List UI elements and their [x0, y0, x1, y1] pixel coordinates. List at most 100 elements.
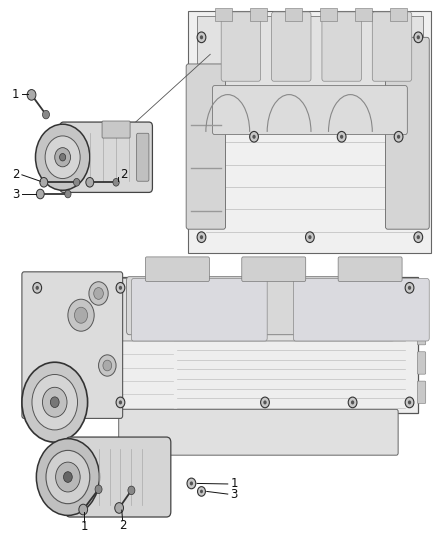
- Circle shape: [32, 375, 78, 430]
- Circle shape: [351, 400, 354, 405]
- FancyBboxPatch shape: [338, 257, 402, 281]
- Circle shape: [348, 397, 357, 408]
- Circle shape: [197, 232, 206, 243]
- Bar: [355, 8, 372, 21]
- Text: 2: 2: [120, 168, 127, 181]
- Circle shape: [35, 400, 39, 405]
- FancyBboxPatch shape: [197, 15, 423, 88]
- Circle shape: [46, 450, 90, 504]
- Circle shape: [119, 286, 122, 290]
- FancyBboxPatch shape: [137, 133, 149, 181]
- FancyBboxPatch shape: [272, 12, 311, 81]
- Circle shape: [190, 481, 193, 486]
- Circle shape: [36, 189, 44, 199]
- Circle shape: [417, 235, 420, 239]
- FancyBboxPatch shape: [221, 12, 261, 81]
- Text: 2: 2: [119, 519, 127, 532]
- Circle shape: [94, 288, 103, 300]
- Circle shape: [197, 32, 206, 43]
- Circle shape: [55, 148, 71, 167]
- Circle shape: [95, 485, 102, 494]
- FancyBboxPatch shape: [118, 279, 394, 341]
- Circle shape: [340, 135, 343, 139]
- Text: 3: 3: [231, 488, 238, 500]
- Circle shape: [45, 136, 80, 179]
- Circle shape: [305, 232, 314, 243]
- Circle shape: [64, 472, 72, 482]
- Circle shape: [50, 397, 59, 408]
- Circle shape: [405, 282, 414, 293]
- Circle shape: [113, 179, 119, 186]
- FancyBboxPatch shape: [417, 381, 426, 403]
- Bar: [215, 8, 232, 21]
- FancyBboxPatch shape: [66, 437, 171, 517]
- Circle shape: [22, 362, 88, 442]
- Circle shape: [27, 90, 36, 100]
- Bar: [390, 8, 407, 21]
- Circle shape: [263, 400, 267, 405]
- Circle shape: [40, 177, 48, 187]
- FancyBboxPatch shape: [22, 272, 123, 418]
- Circle shape: [252, 135, 256, 139]
- Circle shape: [187, 478, 196, 489]
- FancyBboxPatch shape: [322, 12, 361, 81]
- Circle shape: [116, 397, 125, 408]
- FancyBboxPatch shape: [24, 277, 418, 413]
- Circle shape: [200, 35, 203, 39]
- Circle shape: [74, 179, 80, 186]
- FancyBboxPatch shape: [417, 293, 426, 316]
- Circle shape: [408, 400, 411, 405]
- FancyBboxPatch shape: [212, 86, 407, 134]
- Circle shape: [33, 397, 42, 408]
- FancyBboxPatch shape: [417, 322, 426, 345]
- FancyBboxPatch shape: [417, 352, 426, 374]
- Circle shape: [115, 503, 124, 513]
- Circle shape: [42, 110, 49, 119]
- Circle shape: [394, 132, 403, 142]
- Circle shape: [198, 487, 205, 496]
- Circle shape: [397, 135, 400, 139]
- Text: 1: 1: [230, 478, 238, 490]
- Text: 1: 1: [12, 88, 20, 101]
- Circle shape: [65, 190, 71, 198]
- Text: 3: 3: [12, 188, 19, 200]
- FancyBboxPatch shape: [242, 257, 306, 281]
- FancyBboxPatch shape: [131, 279, 267, 341]
- Bar: [320, 8, 337, 21]
- Bar: [250, 8, 267, 21]
- Circle shape: [308, 235, 311, 239]
- Circle shape: [60, 154, 66, 161]
- Circle shape: [86, 177, 94, 187]
- Circle shape: [128, 486, 135, 495]
- FancyBboxPatch shape: [385, 37, 429, 229]
- Circle shape: [79, 504, 88, 515]
- Circle shape: [200, 235, 203, 239]
- Circle shape: [414, 32, 423, 43]
- FancyBboxPatch shape: [145, 257, 209, 281]
- Text: 1: 1: [80, 520, 88, 533]
- Circle shape: [200, 490, 203, 493]
- Circle shape: [33, 282, 42, 293]
- Circle shape: [74, 307, 88, 323]
- FancyBboxPatch shape: [60, 122, 152, 192]
- FancyBboxPatch shape: [102, 121, 130, 138]
- Circle shape: [35, 286, 39, 290]
- Circle shape: [261, 397, 269, 408]
- Circle shape: [35, 124, 90, 190]
- Circle shape: [405, 397, 414, 408]
- Circle shape: [337, 132, 346, 142]
- Circle shape: [36, 439, 99, 515]
- Circle shape: [89, 282, 108, 305]
- Circle shape: [56, 462, 80, 492]
- Circle shape: [408, 286, 411, 290]
- Circle shape: [42, 387, 67, 417]
- Circle shape: [417, 35, 420, 39]
- Circle shape: [250, 132, 258, 142]
- FancyBboxPatch shape: [188, 11, 431, 253]
- Circle shape: [99, 355, 116, 376]
- Circle shape: [68, 299, 94, 331]
- FancyBboxPatch shape: [127, 277, 386, 335]
- Circle shape: [103, 360, 112, 371]
- FancyBboxPatch shape: [293, 279, 429, 341]
- Text: 2: 2: [12, 168, 20, 181]
